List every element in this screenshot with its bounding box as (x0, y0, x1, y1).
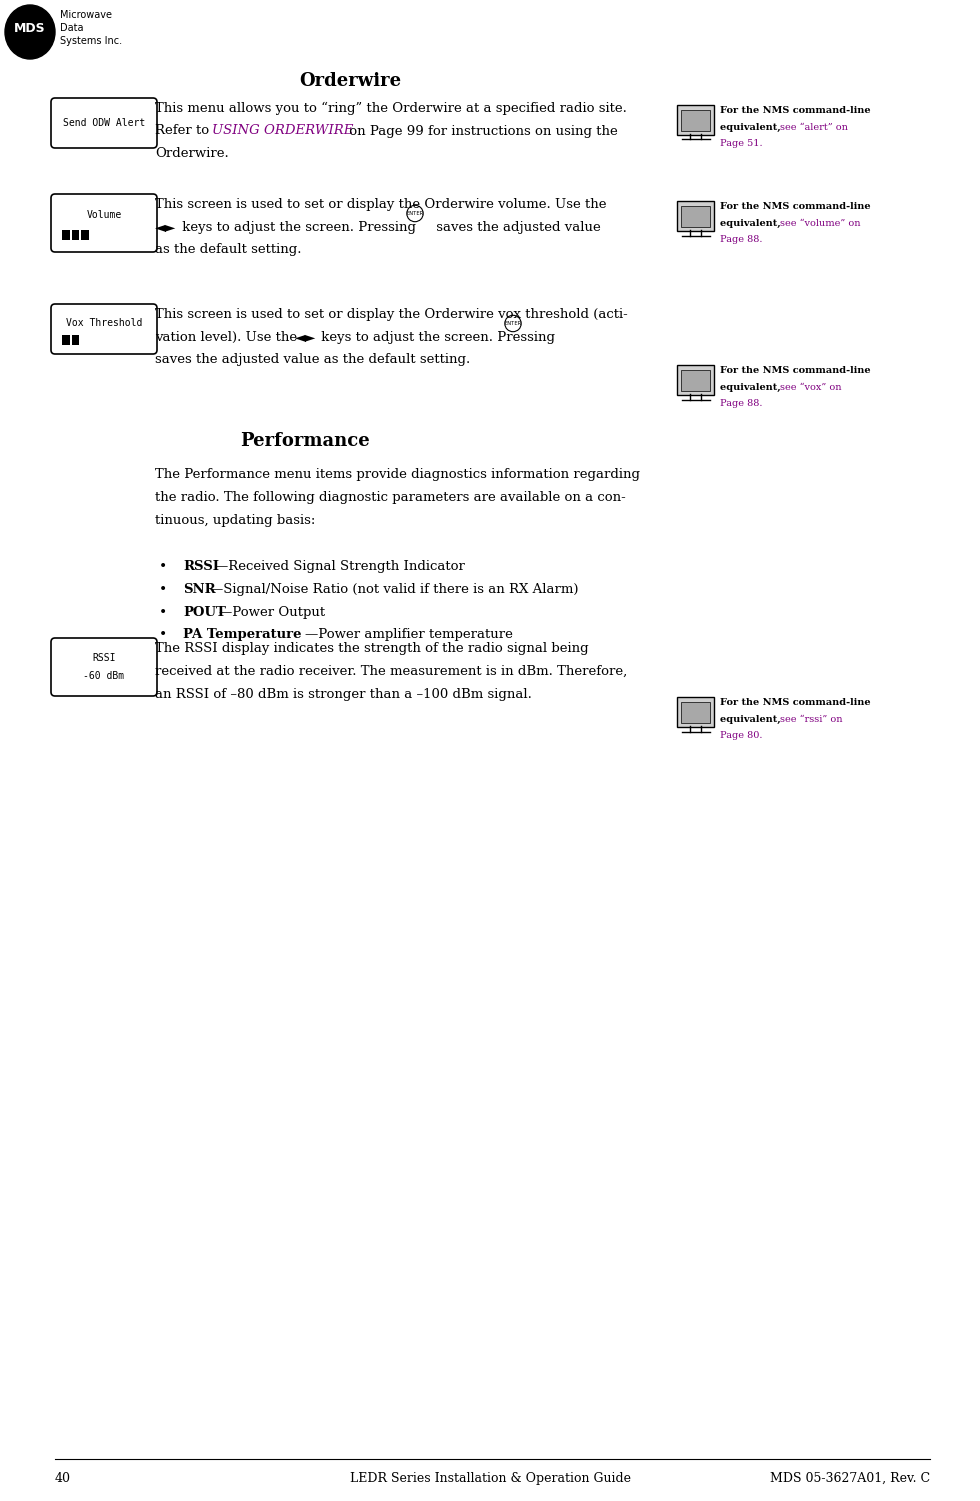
Text: MDS: MDS (14, 21, 46, 35)
Text: Performance: Performance (240, 432, 369, 450)
Text: Microwave
Data
Systems Inc.: Microwave Data Systems Inc. (60, 11, 122, 47)
Text: ENTER: ENTER (505, 321, 521, 326)
Text: on Page 99 for instructions on using the: on Page 99 for instructions on using the (345, 125, 617, 138)
Text: ◄►: ◄► (155, 221, 176, 234)
Text: Page 88.: Page 88. (720, 236, 762, 245)
Text: 40: 40 (55, 1472, 71, 1484)
Text: —Power Output: —Power Output (219, 605, 325, 618)
Text: PA Temperature: PA Temperature (183, 629, 302, 641)
FancyBboxPatch shape (677, 201, 714, 231)
Ellipse shape (5, 5, 55, 59)
Text: MDS 05-3627A01, Rev. C: MDS 05-3627A01, Rev. C (770, 1472, 930, 1484)
Text: This screen is used to set or display the Orderwire volume. Use the: This screen is used to set or display th… (155, 198, 607, 212)
Text: Volume: Volume (86, 210, 122, 221)
Text: Send ODW Alert: Send ODW Alert (63, 119, 145, 128)
Text: Page 80.: Page 80. (720, 731, 762, 740)
Text: •: • (159, 560, 168, 573)
Text: see “rssi” on: see “rssi” on (780, 714, 843, 723)
Text: RSSI: RSSI (183, 560, 219, 573)
Text: •: • (159, 582, 168, 597)
Text: SNR: SNR (183, 582, 216, 596)
Text: —Received Signal Strength Indicator: —Received Signal Strength Indicator (215, 560, 465, 573)
FancyBboxPatch shape (51, 638, 157, 696)
FancyBboxPatch shape (72, 230, 79, 240)
Text: saves the adjusted value: saves the adjusted value (432, 221, 601, 234)
Text: For the NMS command-line: For the NMS command-line (720, 698, 870, 707)
FancyBboxPatch shape (681, 110, 710, 131)
Text: equivalent,: equivalent, (720, 219, 784, 228)
Text: see “volume” on: see “volume” on (780, 219, 860, 228)
Text: see “vox” on: see “vox” on (780, 383, 842, 392)
Text: Orderwire: Orderwire (299, 72, 401, 90)
Text: Refer to: Refer to (155, 125, 214, 138)
Text: For the NMS command-line: For the NMS command-line (720, 366, 870, 375)
FancyBboxPatch shape (681, 371, 710, 390)
Text: USING ORDERWIRE: USING ORDERWIRE (212, 125, 353, 138)
Text: ◄►: ◄► (295, 330, 317, 345)
Text: POUT: POUT (183, 605, 225, 618)
Text: -60 dBm: -60 dBm (83, 671, 124, 681)
Text: equivalent,: equivalent, (720, 714, 784, 723)
FancyBboxPatch shape (681, 702, 710, 723)
Text: keys to adjust the screen. Pressing: keys to adjust the screen. Pressing (178, 221, 420, 234)
Text: This screen is used to set or display the Orderwire vox threshold (acti-: This screen is used to set or display th… (155, 308, 628, 321)
Text: —Signal/Noise Ratio (not valid if there is an RX Alarm): —Signal/Noise Ratio (not valid if there … (210, 582, 578, 596)
Text: For the NMS command-line: For the NMS command-line (720, 107, 870, 116)
FancyBboxPatch shape (677, 696, 714, 726)
Text: the radio. The following diagnostic parameters are available on a con-: the radio. The following diagnostic para… (155, 491, 626, 504)
Text: equivalent,: equivalent, (720, 383, 784, 392)
FancyBboxPatch shape (51, 305, 157, 354)
FancyBboxPatch shape (677, 365, 714, 395)
Text: RSSI: RSSI (92, 653, 116, 663)
FancyBboxPatch shape (677, 105, 714, 135)
Text: Page 88.: Page 88. (720, 399, 762, 408)
Text: vation level). Use the: vation level). Use the (155, 330, 302, 344)
FancyBboxPatch shape (81, 230, 88, 240)
Text: tinuous, updating basis:: tinuous, updating basis: (155, 513, 316, 527)
FancyBboxPatch shape (62, 230, 70, 240)
Text: —Power amplifier temperature: —Power amplifier temperature (305, 629, 513, 641)
Text: saves the adjusted value as the default setting.: saves the adjusted value as the default … (155, 353, 470, 366)
Text: The RSSI display indicates the strength of the radio signal being: The RSSI display indicates the strength … (155, 642, 589, 654)
Text: see “alert” on: see “alert” on (780, 123, 848, 132)
Text: •: • (159, 605, 168, 620)
Text: Vox Threshold: Vox Threshold (66, 318, 142, 329)
Text: an RSSI of –80 dBm is stronger than a –100 dBm signal.: an RSSI of –80 dBm is stronger than a –1… (155, 687, 532, 701)
Text: Orderwire.: Orderwire. (155, 147, 228, 161)
Text: Page 51.: Page 51. (720, 140, 762, 149)
Text: LEDR Series Installation & Operation Guide: LEDR Series Installation & Operation Gui… (350, 1472, 630, 1484)
Text: as the default setting.: as the default setting. (155, 243, 302, 257)
FancyBboxPatch shape (681, 206, 710, 227)
FancyBboxPatch shape (62, 335, 70, 345)
Text: •: • (159, 629, 168, 642)
Text: For the NMS command-line: For the NMS command-line (720, 203, 870, 212)
Text: The Performance menu items provide diagnostics information regarding: The Performance menu items provide diagn… (155, 468, 640, 480)
Text: ENTER: ENTER (407, 212, 423, 216)
Text: keys to adjust the screen. Pressing: keys to adjust the screen. Pressing (317, 330, 560, 344)
Text: This menu allows you to “ring” the Orderwire at a specified radio site.: This menu allows you to “ring” the Order… (155, 102, 627, 116)
FancyBboxPatch shape (51, 194, 157, 252)
Text: received at the radio receiver. The measurement is in dBm. Therefore,: received at the radio receiver. The meas… (155, 665, 627, 678)
Text: equivalent,: equivalent, (720, 123, 784, 132)
FancyBboxPatch shape (72, 335, 79, 345)
FancyBboxPatch shape (51, 98, 157, 149)
